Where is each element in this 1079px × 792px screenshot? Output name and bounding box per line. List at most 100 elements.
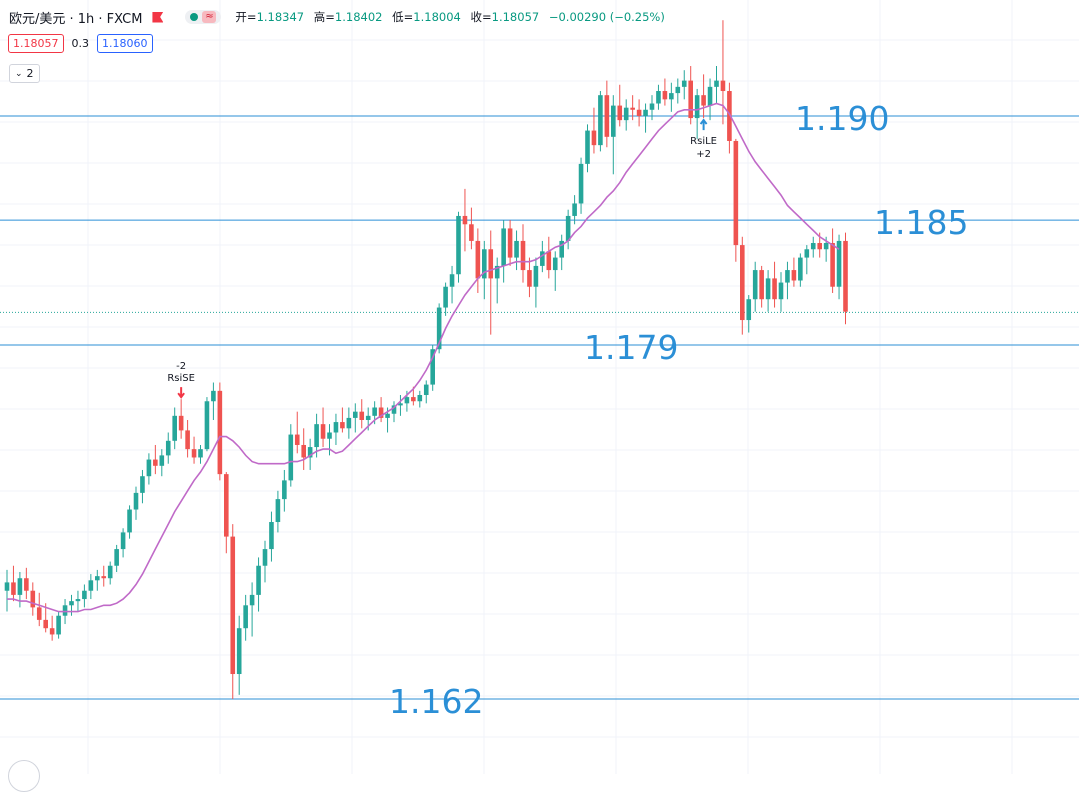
candle-body [707, 86, 713, 106]
candle-body [224, 474, 229, 537]
candle-body [765, 278, 771, 300]
candle-body [836, 240, 842, 287]
candle-body [604, 95, 610, 137]
candle-body [810, 243, 816, 250]
candle-body [681, 80, 687, 87]
sell-arrow-icon [177, 387, 185, 399]
candle-body [398, 403, 403, 406]
candle-body [133, 492, 139, 510]
candle-body [785, 270, 790, 283]
candle-body [17, 578, 23, 595]
candle-body [469, 224, 474, 241]
candle-body [533, 265, 539, 287]
candle-body [314, 424, 319, 448]
candle-body [211, 390, 216, 402]
candle-body [475, 240, 481, 279]
candle-body [269, 522, 274, 550]
candle-body [275, 499, 281, 523]
level-label: 1.179 [584, 328, 678, 367]
candle-body [823, 243, 829, 250]
candle-body [101, 576, 107, 579]
candle-body [694, 95, 700, 119]
candle-body [727, 91, 732, 141]
candle-body [185, 430, 190, 450]
candle-body [559, 240, 564, 258]
high-value: 1.18402 [334, 10, 383, 24]
candle-body [843, 240, 848, 312]
flag-icon[interactable] [152, 11, 164, 23]
candle-body [191, 449, 197, 458]
collapse-indicators-button[interactable]: ⌄ 2 [9, 64, 40, 83]
candle-body [346, 417, 352, 429]
candle-body [153, 459, 158, 466]
candle-body [146, 459, 152, 477]
sell-button[interactable]: 1.18057 [8, 34, 64, 53]
candle-body [578, 163, 584, 204]
candle-body [56, 615, 61, 635]
candle-body [649, 103, 655, 110]
low-value: 1.18004 [413, 10, 461, 24]
candle-body [378, 407, 384, 418]
candle-body [520, 240, 526, 271]
candle-body [791, 270, 797, 281]
candle-body [11, 582, 16, 595]
candle-body [24, 578, 29, 591]
symbol-title[interactable]: 欧元/美元 · 1h · FXCM [9, 11, 143, 27]
candle-body [656, 91, 661, 104]
market-open-dot-icon [190, 13, 199, 21]
candle-body [430, 349, 435, 385]
close-label: 收= [470, 10, 492, 24]
candle-body [411, 397, 416, 402]
candle-body [198, 449, 203, 458]
low-label: 低= [392, 10, 414, 24]
candle-body [62, 605, 68, 616]
candle-body [772, 278, 777, 300]
chart-legend-header[interactable]: 欧元/美元 · 1h · FXCM ≈ 开=1.18347 高=1.18402 … [9, 8, 665, 27]
scroll-button[interactable] [8, 760, 40, 792]
buy-arrow-icon [699, 118, 708, 131]
candle-body [417, 395, 423, 402]
candle-body [359, 411, 365, 420]
candle-body [488, 249, 494, 279]
spread-value: 0.3 [71, 37, 90, 50]
open-label: 开= [235, 10, 257, 24]
candle-body [623, 107, 629, 121]
buy-button[interactable]: 1.18060 [97, 34, 153, 53]
candle-body [353, 411, 358, 418]
candle-body [740, 245, 745, 321]
candle-body [320, 424, 326, 439]
candle-body [733, 140, 739, 246]
candle-body [36, 607, 42, 620]
candle-body [804, 249, 810, 258]
candle-body [230, 536, 236, 675]
candle-body [714, 80, 719, 87]
candle-body [778, 282, 784, 300]
candle-body [611, 105, 616, 137]
candle-body [514, 240, 519, 258]
candle-body [598, 95, 603, 146]
candle-body [817, 243, 822, 250]
candle-body [301, 444, 306, 458]
candle-body [30, 590, 36, 608]
candle-body [391, 405, 397, 414]
candle-body [591, 130, 597, 146]
candle-body [546, 251, 552, 271]
indicator-status[interactable]: ≈ [185, 10, 222, 24]
candle-body [204, 401, 210, 450]
candle-body [107, 565, 113, 579]
high-label: 高= [313, 10, 335, 24]
signal-qty: -2 [176, 361, 186, 372]
candle-body [423, 384, 429, 396]
candle-body [643, 109, 648, 116]
candle-body [114, 549, 119, 566]
level-label: 1.190 [795, 99, 889, 138]
wave-icon: ≈ [202, 11, 217, 23]
candle-body [456, 215, 461, 275]
candle-body [243, 605, 248, 629]
candle-body [178, 415, 184, 431]
candle-body [669, 93, 674, 100]
candle-body [720, 80, 726, 92]
candle-body [120, 532, 126, 550]
candle-body [288, 434, 294, 481]
